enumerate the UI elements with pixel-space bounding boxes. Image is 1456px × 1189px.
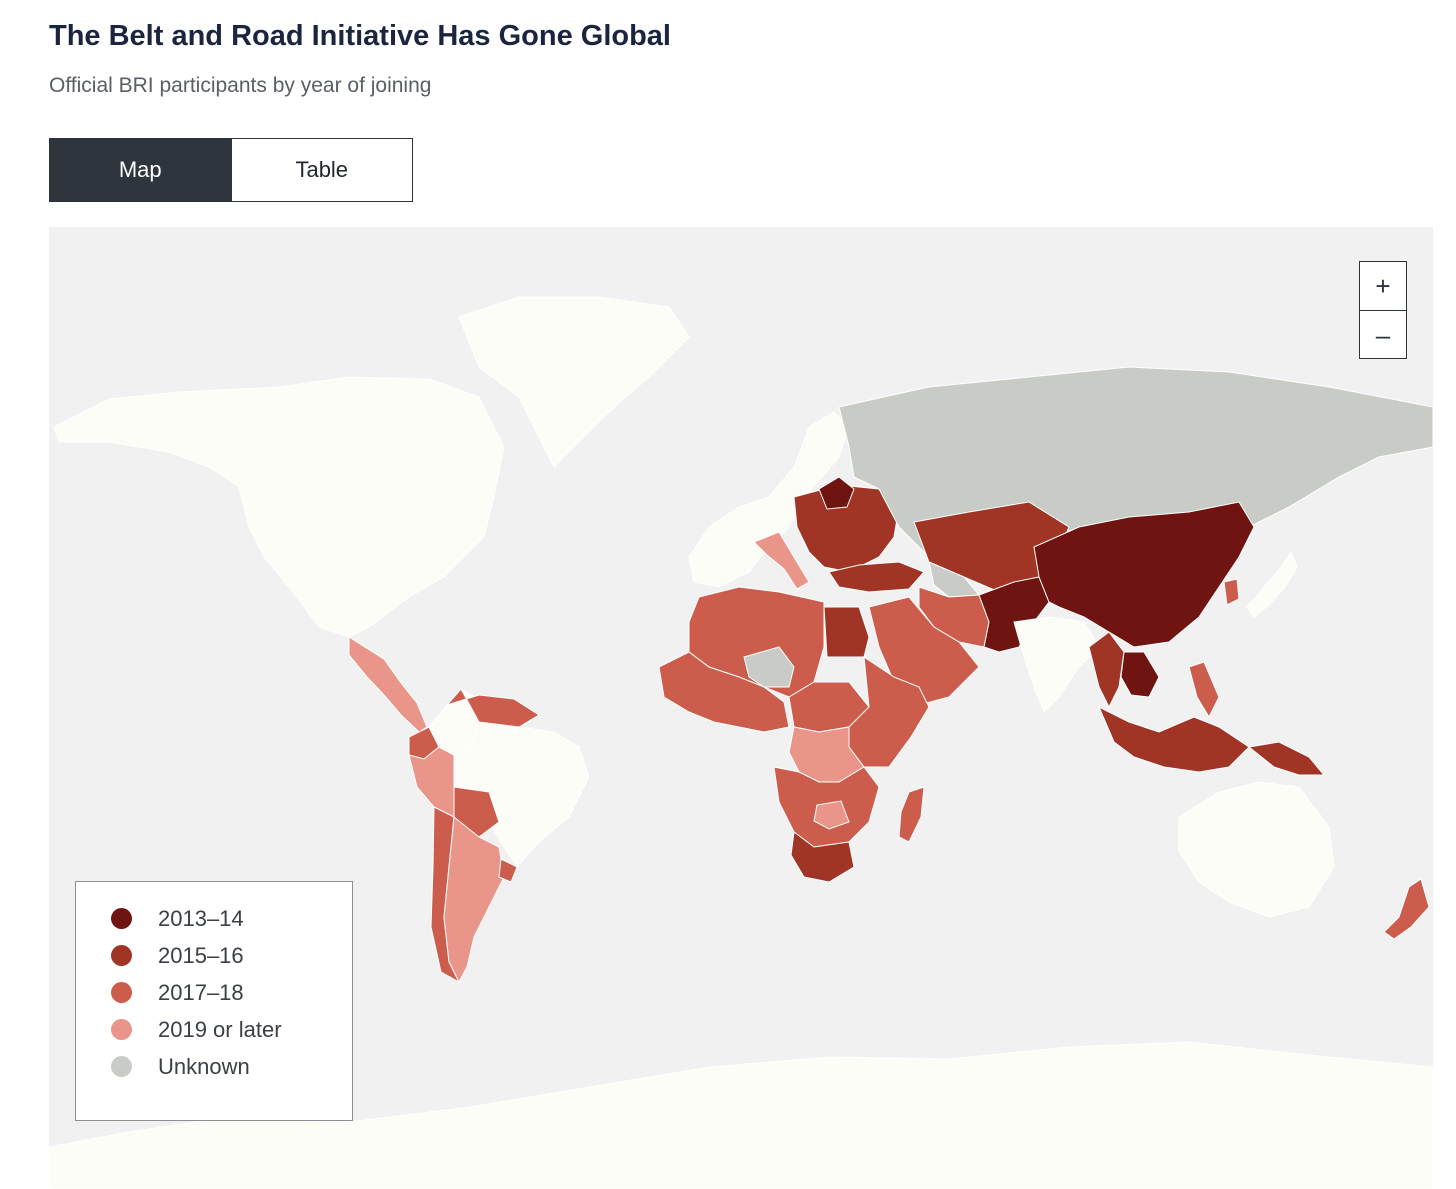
legend-label: Unknown [158,1053,250,1079]
region-north-america[interactable] [53,376,505,638]
map-legend: 2013–14 2015–16 2017–18 2019 or later Un… [75,881,353,1121]
chart-subtitle: Official BRI participants by year of joi… [49,74,432,97]
region-western-europe[interactable] [688,411,850,588]
region-antarctica[interactable] [49,1041,1433,1189]
zoom-controls: + – [1359,261,1407,359]
legend-swatch [111,982,132,1003]
region-belarus[interactable] [818,476,855,510]
region-italy[interactable] [753,531,810,590]
chart-title: The Belt and Road Initiative Has Gone Gl… [49,20,671,52]
region-zimbabwe[interactable] [813,800,850,830]
zoom-out-button[interactable]: – [1375,319,1391,350]
region-papua-new-guinea[interactable] [1247,741,1326,776]
legend-label: 2015–16 [158,942,244,968]
region-china-mongolia[interactable] [1033,501,1255,648]
legend-label: 2017–18 [158,979,244,1005]
region-myanmar[interactable] [1088,631,1125,709]
legend-item-2015-16: 2015–16 [76,937,352,974]
region-south-africa[interactable] [790,831,855,883]
world-map[interactable]: + – 2013–14 2015–16 2017–18 2019 or late… [49,227,1433,1189]
legend-swatch [111,908,132,929]
region-new-zealand[interactable] [1383,878,1430,940]
region-cambodia[interactable] [1120,651,1160,698]
legend-swatch [111,1056,132,1077]
legend-swatch [111,945,132,966]
legend-item-unknown: Unknown [76,1048,352,1085]
map-canvas[interactable] [49,227,1433,1189]
region-madagascar[interactable] [898,786,925,843]
region-egypt[interactable] [823,606,870,658]
view-toggle: Map Table [49,138,413,202]
region-india[interactable] [1013,616,1100,713]
tab-map[interactable]: Map [50,139,231,201]
region-japan[interactable] [1246,550,1298,618]
region-east-africa[interactable] [848,655,930,768]
region-eastern-europe[interactable] [793,484,900,573]
region-mexico-central[interactable] [348,636,428,733]
legend-item-2017-18: 2017–18 [76,974,352,1011]
legend-label: 2019 or later [158,1016,282,1042]
legend-item-2019-or-later: 2019 or later [76,1011,352,1048]
region-philippines[interactable] [1188,661,1220,719]
region-uruguay[interactable] [498,858,518,883]
legend-swatch [111,1019,132,1040]
legend-label: 2013–14 [158,905,244,931]
region-indonesia[interactable] [1098,705,1250,773]
region-australia[interactable] [1178,781,1335,918]
tab-table[interactable]: Table [230,139,412,201]
region-argentina[interactable] [443,816,505,984]
zoom-in-button[interactable]: + [1360,262,1406,311]
region-mali-niger[interactable] [743,646,795,688]
legend-item-2013-14: 2013–14 [76,900,352,937]
region-turkey[interactable] [828,561,925,593]
region-korea[interactable] [1223,578,1240,606]
region-greenland[interactable] [458,296,690,468]
region-west-africa[interactable] [658,651,790,733]
